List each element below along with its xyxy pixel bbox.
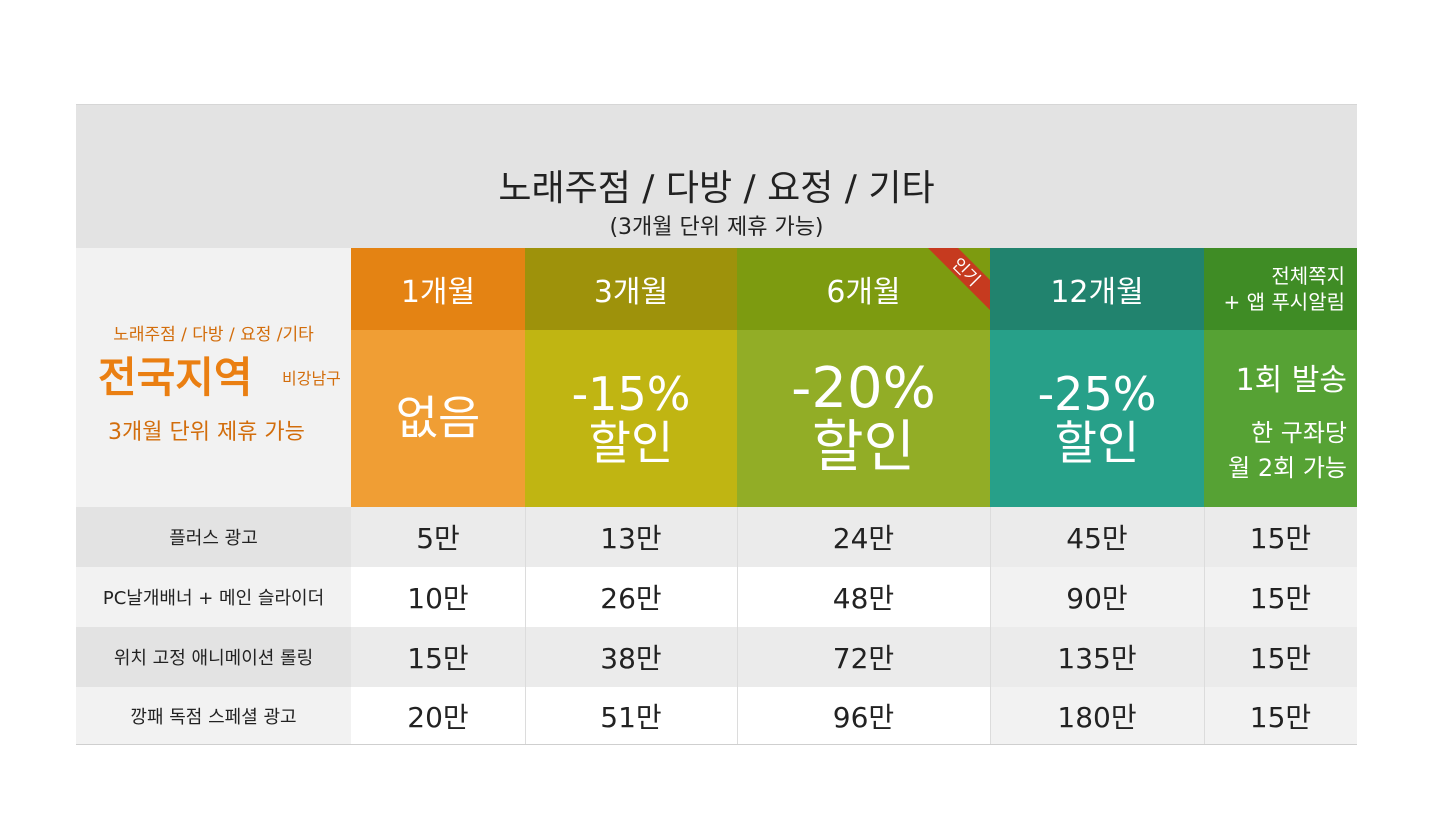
table-row-2-label: PC날개배너 + 메인 슬라이더 [76, 567, 351, 627]
plan-1-period-label: 1개월 [400, 275, 476, 310]
row-2-price-4: 90만 [990, 567, 1204, 627]
row-3-price-5: 15만 [1204, 627, 1357, 687]
table-row-3-label: 위치 고정 애니메이션 롤링 [76, 627, 351, 687]
row-4-price-4: 180만 [990, 687, 1204, 745]
plan-1-period: 1개월 [351, 248, 525, 330]
row-1-price-5: 15만 [1204, 507, 1357, 567]
category-panel: 노래주점 / 다방 / 요정 /기타 전국지역 비강남구 3개월 단위 제휴 가… [76, 248, 351, 507]
table-title: 노래주점 / 다방 / 요정 / 기타 [498, 168, 935, 209]
plan-5-header: 전체쪽지 + 앱 푸시알림 [1204, 248, 1357, 330]
row-2-price-5: 15만 [1204, 567, 1357, 627]
region-label: 전국지역 [98, 353, 253, 402]
plan-4-period-label: 12개월 [1050, 275, 1144, 310]
row-3-label: 위치 고정 애니메이션 롤링 [113, 648, 314, 669]
table-header: 노래주점 / 다방 / 요정 / 기타 (3개월 단위 제휴 가능) [76, 104, 1357, 249]
plan-4-discount: -25% 할인 [990, 330, 1204, 507]
plan-5-detail-line3: 월 2회 가능 [1228, 453, 1347, 482]
region-suffix: 비강남구 [282, 369, 341, 388]
column-divider [525, 507, 526, 745]
plan-2-discount-word: 할인 [588, 415, 674, 470]
row-4-price-3: 96만 [737, 687, 990, 745]
row-3-price-4: 135만 [990, 627, 1204, 687]
row-1-price-3: 24만 [737, 507, 990, 567]
row-4-price-2: 51만 [525, 687, 737, 745]
plan-2-discount-pct: -15% [571, 367, 691, 422]
plan-3-discount: -20% 할인 [737, 330, 990, 507]
row-2-label: PC날개배너 + 메인 슬라이더 [102, 588, 325, 609]
table-row-4-label: 깡패 독점 스페셜 광고 [76, 687, 351, 745]
row-4-label: 깡패 독점 스페셜 광고 [130, 707, 297, 728]
row-4-price-5: 15만 [1204, 687, 1357, 745]
row-1-price-1: 5만 [351, 507, 525, 567]
plan-2-period-label: 3개월 [593, 275, 669, 310]
row-3-price-3: 72만 [737, 627, 990, 687]
plan-5-title-line1: 전체쪽지 [1271, 264, 1345, 288]
column-divider [1204, 507, 1205, 745]
plan-2-discount: -15% 할인 [525, 330, 737, 507]
plan-1-discount-label: 없음 [395, 391, 481, 446]
pricing-table: 노래주점 / 다방 / 요정 / 기타 (3개월 단위 제휴 가능) 노래주점 … [76, 104, 1357, 745]
row-2-price-2: 26만 [525, 567, 737, 627]
table-row-1-label: 플러스 광고 [76, 507, 351, 567]
plan-4-discount-word: 할인 [1054, 415, 1140, 470]
row-4-price-1: 20만 [351, 687, 525, 745]
plan-3-discount-pct: -20% [791, 355, 936, 421]
plan-2-period: 3개월 [525, 248, 737, 330]
plan-4-period: 12개월 [990, 248, 1204, 330]
plan-1-discount: 없음 [351, 330, 525, 507]
table-subtitle: (3개월 단위 제휴 가능) [609, 215, 824, 240]
row-1-price-2: 13만 [525, 507, 737, 567]
plan-3-period-label: 6개월 [826, 275, 901, 310]
row-3-price-1: 15만 [351, 627, 525, 687]
row-1-label: 플러스 광고 [169, 528, 258, 549]
plan-4-discount-pct: -25% [1037, 367, 1157, 422]
column-divider [737, 507, 738, 745]
row-2-price-1: 10만 [351, 567, 525, 627]
column-divider [990, 507, 991, 745]
popular-ribbon: 인기 [928, 248, 990, 310]
plan-5-detail: 1회 발송 한 구좌당 월 2회 가능 [1204, 330, 1357, 507]
plan-5-detail-line1: 1회 발송 [1235, 362, 1347, 398]
row-3-price-2: 38만 [525, 627, 737, 687]
category-label: 노래주점 / 다방 / 요정 /기타 [113, 325, 314, 345]
table-bottom-border [76, 744, 1357, 745]
row-2-price-3: 48만 [737, 567, 990, 627]
plan-5-detail-line2: 한 구좌당 [1251, 418, 1347, 447]
plan-5-title-line2: + 앱 푸시알림 [1223, 290, 1345, 314]
row-1-price-4: 45만 [990, 507, 1204, 567]
plan-3-discount-word: 할인 [811, 414, 916, 480]
contract-note: 3개월 단위 제휴 가능 [108, 420, 305, 445]
